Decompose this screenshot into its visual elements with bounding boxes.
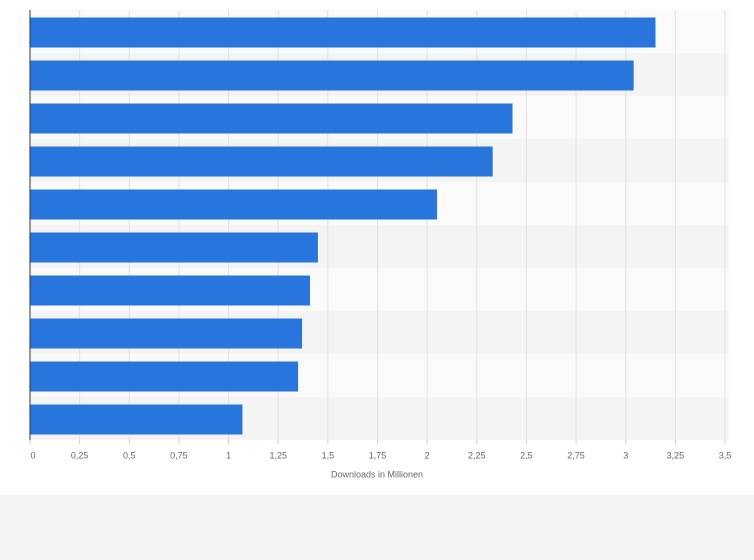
bar: [30, 318, 303, 349]
bar: [30, 189, 438, 220]
x-tick-label: 2,5: [520, 450, 533, 460]
x-tick-label: 1,25: [269, 450, 287, 460]
bar: [30, 60, 634, 91]
x-tick-label: 1,5: [322, 450, 335, 460]
bar: [30, 17, 656, 48]
x-tick-label: 3,5: [719, 450, 732, 460]
bar: [30, 146, 493, 177]
x-axis-title: Downloads in Millionen: [331, 469, 423, 479]
x-tick-label: 3,25: [667, 450, 685, 460]
bar: [30, 361, 299, 392]
bar: [30, 232, 318, 263]
x-tick-label: 3: [623, 450, 628, 460]
x-tick-label: 2,25: [468, 450, 486, 460]
bar: [30, 275, 310, 306]
footer-background: [0, 495, 754, 560]
x-tick-label: 1: [226, 450, 231, 460]
x-tick-label: 0,25: [71, 450, 89, 460]
x-tick-label: 0: [30, 450, 35, 460]
x-tick-label: 0,75: [170, 450, 188, 460]
bars: [30, 17, 656, 435]
x-tick-label: 2,75: [567, 450, 585, 460]
bar: [30, 404, 243, 435]
x-tick-label: 0,5: [123, 450, 136, 460]
x-tick-label: 1,75: [369, 450, 387, 460]
x-tick-label: 2: [425, 450, 430, 460]
bar: [30, 103, 513, 134]
